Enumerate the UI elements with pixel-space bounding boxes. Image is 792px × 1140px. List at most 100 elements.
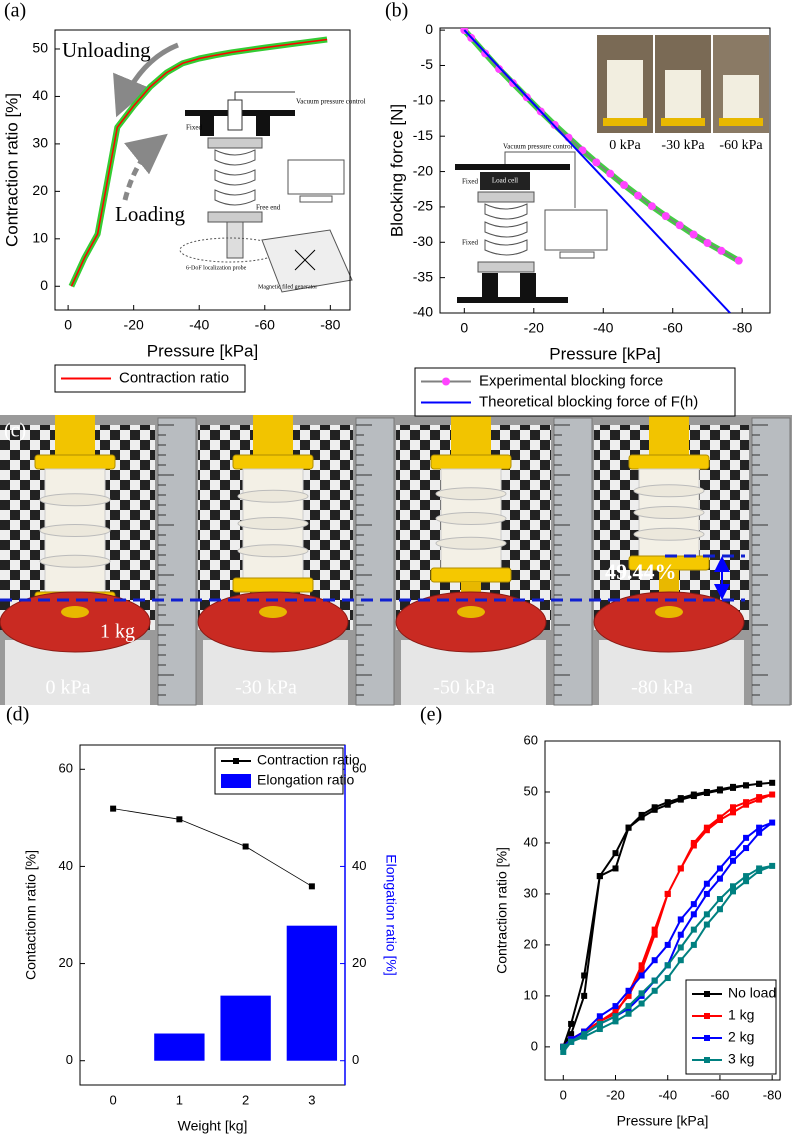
marker — [176, 816, 183, 823]
legend-marker — [233, 758, 239, 764]
plot-frame — [544, 740, 781, 1081]
marker — [730, 883, 736, 890]
marker — [703, 824, 710, 831]
inset-label: Magnetic filed generator — [258, 283, 317, 290]
pressure-label: -50 kPa — [433, 677, 495, 699]
marker — [568, 1020, 575, 1027]
marker — [651, 957, 658, 964]
marker — [612, 850, 619, 857]
marker — [110, 805, 117, 812]
bottom-flange — [232, 577, 314, 593]
marker — [717, 246, 726, 255]
bellows-fold — [39, 524, 111, 537]
x-tick-label: -20 — [124, 317, 144, 333]
weight — [197, 591, 349, 653]
marker — [716, 814, 723, 821]
marker — [677, 865, 684, 872]
bellows-fold — [435, 487, 507, 501]
series — [68, 36, 328, 288]
y-tick-label: 20 — [59, 955, 73, 970]
marker — [651, 977, 658, 984]
insets: Unloading Loading Vacuum pressure control F… — [62, 35, 769, 303]
bellows-fold — [39, 493, 111, 507]
y-tick-label: 10 — [524, 987, 538, 1002]
legend-label: 1 kg — [728, 1007, 754, 1023]
y-tick-label: 40 — [524, 834, 538, 849]
x-tick-label: -40 — [593, 320, 613, 336]
mount — [649, 415, 689, 455]
panel-label: (e) — [420, 704, 442, 726]
marker — [730, 804, 736, 811]
marker — [730, 809, 736, 816]
mount — [451, 415, 491, 455]
bellows-fold — [435, 512, 507, 525]
legend-label: Contraction ratio — [119, 369, 229, 386]
marker — [734, 256, 743, 265]
bellows-fold — [237, 489, 309, 503]
marker — [661, 212, 670, 221]
series — [560, 779, 776, 1050]
photo-panel: 0 kPa -30 kPa -50 kPa -80 kPa 1 kg 49.44% (c) — [0, 415, 792, 706]
chart-panel: (a) 0 -20 -40 -60 -80 0 10 20 30 40 50 Pressure [kPa… — [2, 0, 351, 393]
pressure-label: 0 kPa — [46, 677, 91, 699]
marker — [612, 1003, 619, 1010]
legend-box — [414, 367, 736, 417]
inset-label: Loading — [115, 202, 185, 226]
line — [70, 38, 328, 287]
inset-label: Fixed — [462, 239, 478, 247]
y-tick-label: 0 — [40, 277, 48, 293]
x-tick-label: -60 — [663, 320, 683, 336]
y-tick-label: 50 — [32, 40, 48, 56]
y-tick-label: 0 — [531, 1038, 538, 1053]
pressure-label: -30 kPa — [235, 677, 297, 699]
y-tick-label: -35 — [413, 268, 433, 284]
load-label: 1 kg — [100, 621, 135, 643]
plot-frame — [439, 27, 771, 314]
x-axis-label: Pressure [kPa] — [617, 1113, 709, 1129]
inset-label: Vacuum pressure control — [296, 98, 366, 106]
x-tick-label: -60 — [255, 317, 275, 333]
weight — [0, 591, 151, 653]
marker — [638, 990, 645, 997]
series — [463, 29, 731, 313]
bar — [220, 995, 271, 1061]
marker — [568, 1038, 575, 1045]
marker — [743, 873, 750, 880]
inset-label: -60 kPa — [719, 138, 763, 153]
marker — [664, 962, 671, 969]
y-tick-label: -10 — [413, 92, 433, 108]
bottom-flange — [430, 567, 512, 583]
marker — [625, 1010, 632, 1017]
legend-marker — [704, 991, 710, 997]
marker — [677, 931, 684, 938]
x-tick-label: -20 — [524, 320, 544, 336]
weight-hole — [655, 606, 683, 618]
y-tick-label: -40 — [413, 304, 433, 320]
weight-hole — [259, 606, 287, 618]
y-axis-label: Blocking force [N] — [387, 104, 406, 237]
x-axis-label: Weight [kg] — [178, 1118, 248, 1134]
y-tick-label: 20 — [524, 936, 538, 951]
legend-marker — [704, 1013, 710, 1019]
marker — [743, 845, 750, 852]
marker — [308, 883, 315, 890]
y-tick-label: -15 — [413, 127, 433, 143]
y-tick-label: 60 — [59, 761, 73, 776]
inset-label: Unloading — [62, 38, 151, 62]
x-tick-label: -80 — [732, 320, 752, 336]
legend-label: No load — [728, 985, 776, 1001]
marker — [596, 1020, 603, 1027]
marker — [677, 796, 684, 803]
bellows-fold — [39, 554, 111, 568]
y-tick-label: 30 — [524, 885, 538, 900]
marker — [651, 806, 658, 813]
inset-label: 6-DoF localization probe — [186, 265, 247, 271]
marker — [596, 1013, 603, 1020]
ruler — [751, 417, 791, 706]
plot-frame — [54, 29, 351, 311]
marker — [743, 782, 750, 789]
marker — [664, 890, 671, 897]
ruler — [157, 417, 197, 706]
marker — [495, 65, 504, 74]
marker — [716, 787, 723, 794]
